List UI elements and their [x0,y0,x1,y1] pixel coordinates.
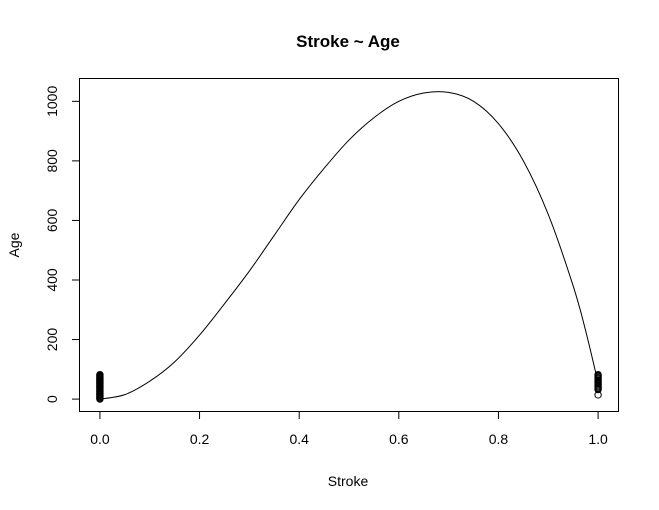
x-tick-label: 0.4 [289,431,309,447]
x-tick-label: 0.2 [190,431,210,447]
x-axis-label: Stroke [328,473,369,489]
x-tick-label: 0.6 [389,431,409,447]
x-axis: 0.0 0.2 0.4 0.6 0.8 1.0 [90,411,608,447]
fitted-curve [99,91,599,400]
x-tick-label: 0.0 [90,431,110,447]
y-tick-label: 200 [44,328,60,352]
y-axis-label: Age [6,232,22,257]
data-point [594,370,602,379]
y-tick-label: 600 [44,209,60,233]
y-tick-label: 0 [44,395,60,403]
x-tick-label: 0.8 [489,431,509,447]
y-tick-label: 800 [44,149,60,173]
x-tick-label: 1.0 [588,431,608,447]
y-tick-label: 1000 [44,86,60,117]
plot-area-frame [79,78,619,412]
chart-title: Stroke ~ Age [296,32,400,51]
y-tick-label: 400 [44,268,60,292]
y-axis: 0 200 400 600 800 1000 [44,86,80,403]
data-point [96,370,104,379]
data-points [96,370,602,403]
